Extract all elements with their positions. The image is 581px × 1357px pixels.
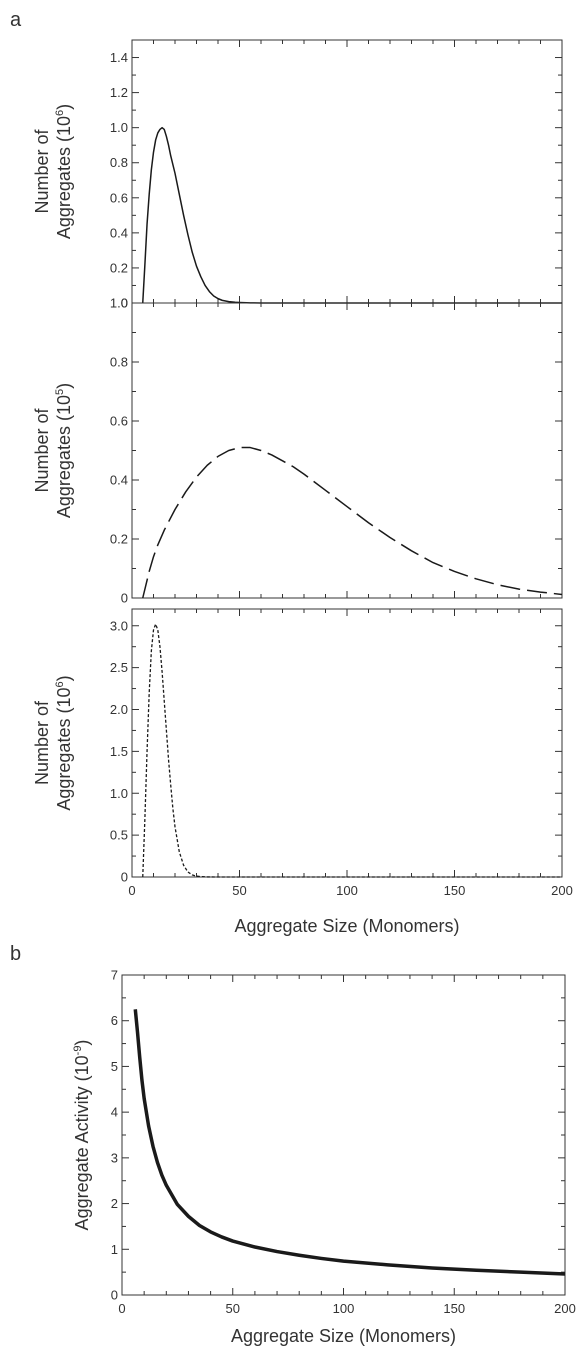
y-axis-label-line1: Number of: [32, 128, 52, 213]
y-axis-label-exponent: 6: [54, 681, 66, 687]
plot-frame: [131, 608, 563, 878]
x-tick-label: 100: [333, 1301, 355, 1316]
y-axis-label-line2: Aggregates (10: [54, 116, 74, 239]
y-tick-label: 1: [111, 1242, 118, 1257]
y-tick-label: 2: [111, 1196, 118, 1211]
y-tick-label: 0.8: [110, 355, 128, 370]
y-tick-label: 1.0: [110, 120, 128, 135]
y-tick-label: 0.2: [110, 260, 128, 275]
y-axis-label-exponent: -9: [72, 1046, 84, 1056]
y-tick-label: 2.0: [110, 702, 128, 717]
x-tick-label: 200: [551, 883, 573, 898]
y-tick-label: 0.6: [110, 190, 128, 205]
y-tick-label: 0.2: [110, 532, 128, 547]
y-tick-label: 0.4: [110, 473, 128, 488]
y-tick-label: 2.5: [110, 660, 128, 675]
y-tick-label: 3: [111, 1150, 118, 1165]
y-tick-label: 1.2: [110, 85, 128, 100]
y-tick-label: 7: [111, 968, 118, 983]
series-line: [142, 623, 562, 878]
panel-letter-a: a: [10, 9, 22, 31]
y-axis-label-close: ): [54, 383, 74, 389]
y-axis-label-close: ): [54, 675, 74, 681]
panel-letter-b: b: [10, 943, 21, 965]
y-tick-label: 1.4: [110, 50, 128, 65]
y-axis-label-exponent: 6: [54, 110, 66, 116]
x-tick-label: 200: [554, 1301, 576, 1316]
x-tick-label: 100: [336, 883, 358, 898]
y-tick-label: 0.8: [110, 155, 128, 170]
y-axis-label: Number of Aggregates (106): [32, 675, 74, 810]
y-tick-label: 5: [111, 1059, 118, 1074]
y-axis-label-exponent: 5: [54, 389, 66, 395]
y-tick-label: 0: [111, 1288, 118, 1303]
series-line: [142, 446, 563, 599]
y-axis-label-text: Aggregate Activity (10: [72, 1055, 92, 1230]
x-tick-label: 0: [118, 1301, 125, 1316]
y-tick-label: 1.0: [110, 296, 128, 311]
y-tick-label: 4: [111, 1105, 118, 1120]
y-axis-label-line1: Number of: [32, 407, 52, 492]
x-tick-label: 50: [232, 883, 246, 898]
y-axis-label-line2: Aggregates (10: [54, 395, 74, 518]
x-tick-label: 50: [226, 1301, 240, 1316]
chart-panel-a-top: 0 0.2 0.4 0.6 0.8 1.0 1.2 1.4 Number of Aggregate…: [32, 39, 563, 311]
x-tick-label: 150: [443, 1301, 465, 1316]
chart-panel-a-bottom: 0 0.5 1.0 1.5 2.0 2.5 3.0 0 50 100 150 200 Number of…: [32, 608, 573, 936]
y-tick-label: 0.6: [110, 414, 128, 429]
y-tick-label: 1.5: [110, 744, 128, 759]
series-line: [133, 1009, 566, 1276]
y-tick-label: 0: [121, 870, 128, 885]
x-tick-label: 0: [128, 883, 135, 898]
chart-panel-a-middle: 0 0.2 0.4 0.6 0.8 1.0 Number of Aggregates (105…: [32, 296, 563, 606]
y-tick-label: 0.4: [110, 225, 128, 240]
y-axis-label-line2: Aggregates (10: [54, 688, 74, 811]
y-axis-label: Number of Aggregates (106): [32, 104, 74, 239]
y-tick-label: 0.5: [110, 828, 128, 843]
x-axis-label: Aggregate Size (Monomers): [231, 1326, 456, 1346]
y-axis-label: Number of Aggregates (105): [32, 383, 74, 518]
y-tick-label: 0: [121, 296, 128, 311]
y-axis-label: Aggregate Activity (10-9): [72, 1040, 92, 1231]
y-tick-label: 6: [111, 1013, 118, 1028]
plot-frame: [131, 39, 563, 304]
y-axis-label-close: ): [72, 1040, 92, 1046]
y-axis-label-line1: Number of: [32, 700, 52, 785]
chart-panel-b: 0 1 2 3 4 5 6 7 0 50 100 150 200 Aggregate Activity (…: [72, 968, 576, 1347]
series-line: [142, 126, 562, 304]
x-axis-label: Aggregate Size (Monomers): [234, 916, 459, 936]
y-tick-label: 3.0: [110, 618, 128, 633]
plot-frame: [131, 302, 563, 599]
y-tick-label: 0: [121, 591, 128, 606]
plot-frame: [121, 974, 566, 1296]
x-tick-label: 150: [444, 883, 466, 898]
y-axis-label-close: ): [54, 104, 74, 110]
y-tick-label: 1.0: [110, 786, 128, 801]
